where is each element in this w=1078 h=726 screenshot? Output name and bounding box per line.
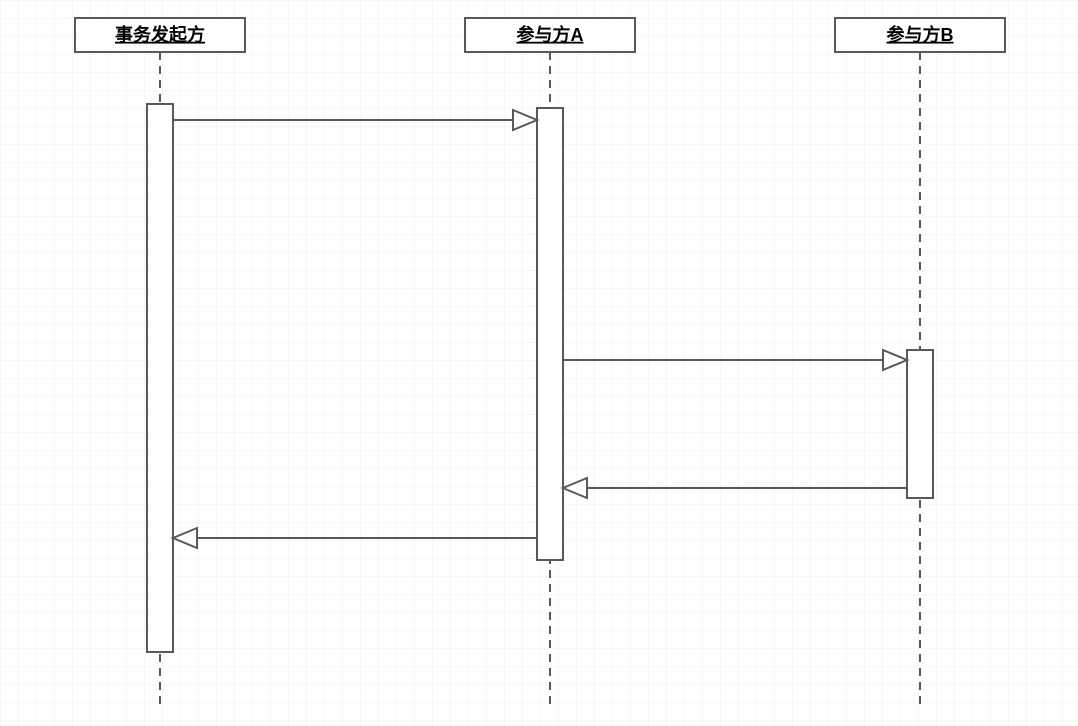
participant-label-partB: 参与方B [887,24,954,45]
diagram-svg: 事务发起方 参与方A 参与方B [0,0,1078,726]
activation-partB [907,350,933,498]
participant-label-partA: 参与方A [517,24,584,45]
activation-initiator [147,104,173,652]
activation-partA [537,108,563,560]
sequence-diagram: 事务发起方 参与方A 参与方B [0,0,1078,726]
participant-label-initiator: 事务发起方 [115,24,205,45]
